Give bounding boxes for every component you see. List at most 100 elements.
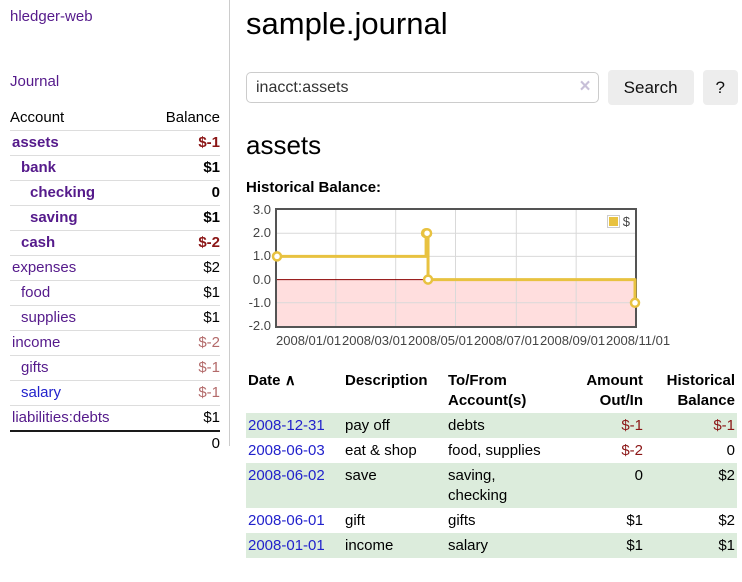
description-cell: eat & shop <box>345 442 417 459</box>
account-balance: $1 <box>203 409 220 426</box>
date-cell: 2008-12-31 <box>246 413 343 438</box>
total-balance: 0 <box>211 435 220 452</box>
account-link-salary[interactable]: salary <box>21 384 62 401</box>
balance-cell: 0 <box>726 442 735 459</box>
account-link-cash[interactable]: cash <box>21 234 56 251</box>
balance-cell: $1 <box>718 537 735 554</box>
register-body: 2008-12-31 pay off debts $-1 $-1 2008-06-03 ea… <box>246 413 737 558</box>
column-header-accounts: To/From Account(s) <box>448 372 527 409</box>
accounts-cell: debts <box>448 417 485 434</box>
help-button[interactable]: ? <box>702 70 738 105</box>
account-balance: $-1 <box>198 359 220 376</box>
account-column-header: Account <box>10 109 65 126</box>
transaction-date-link[interactable]: 2008-06-02 <box>248 467 325 484</box>
amount-cell: $1 <box>626 537 643 554</box>
account-row: supplies $1 <box>10 305 220 330</box>
search-button[interactable]: Search <box>607 70 694 105</box>
account-balance: $-1 <box>198 134 220 151</box>
account-total-row: 0 <box>10 430 220 456</box>
account-link-expenses[interactable]: expenses <box>12 259 77 276</box>
balance-cell: $-1 <box>713 417 735 434</box>
legend-label: $ <box>622 214 630 229</box>
account-row: bank $1 <box>10 155 220 180</box>
sidebar: hledger-web Journal Account Balance asse… <box>0 0 230 452</box>
accounts-cell: gifts <box>448 512 476 529</box>
account-link-food[interactable]: food <box>21 284 51 301</box>
register-table: Date ∧ Description To/From Account(s) Am… <box>246 369 737 558</box>
account-link-saving[interactable]: saving <box>30 209 78 226</box>
x-tick-label: 2008/01/01 <box>276 333 342 348</box>
chart-title: Historical Balance: <box>246 179 382 196</box>
balance-chart: 3.0 2.0 1.0 0.0 -1.0 -2.0 $ 2008/01/01 2008/03… <box>246 202 738 352</box>
page-title: sample.journal <box>246 6 448 41</box>
account-link-checking[interactable]: checking <box>30 184 96 201</box>
column-header-date[interactable]: Date ∧ <box>246 369 343 413</box>
transaction-date-link[interactable]: 2008-06-01 <box>248 512 325 529</box>
account-row: checking 0 <box>10 180 220 205</box>
clear-search-icon[interactable]: × <box>579 76 591 97</box>
description-cell: pay off <box>345 417 390 434</box>
x-tick-label: 2008/09/01 <box>540 333 606 348</box>
account-row: income $-2 <box>10 330 220 355</box>
sidebar-item-journal[interactable]: Journal <box>10 73 60 90</box>
x-tick-label: 2008/07/01 <box>474 333 540 348</box>
account-tree-header: Account Balance <box>10 106 220 130</box>
search-box: × <box>246 72 599 103</box>
transaction-row: 2008-06-02 save saving, checking 0 $2 <box>246 463 737 508</box>
y-tick-label: -2.0 <box>248 318 271 333</box>
date-cell: 2008-06-01 <box>246 508 343 533</box>
account-link-liabilities-debts[interactable]: liabilities:debts <box>12 409 110 426</box>
account-row: assets $-1 <box>10 130 220 155</box>
legend-swatch-icon <box>606 215 620 228</box>
description-cell: gift <box>345 512 366 529</box>
date-header-label: Date <box>248 372 281 389</box>
amount-cell: 0 <box>634 467 643 484</box>
account-link-assets[interactable]: assets <box>12 134 59 151</box>
account-balance: $1 <box>203 209 220 226</box>
transaction-row: 2008-06-01 gift gifts $1 $2 <box>246 508 737 533</box>
transaction-row: 2008-06-03 eat & shop food, supplies $-2 0 <box>246 438 737 463</box>
transaction-date-link[interactable]: 2008-12-31 <box>248 417 325 434</box>
date-cell: 2008-06-02 <box>246 463 343 508</box>
x-tick-label: 2008/05/01 <box>408 333 474 348</box>
accounts-cell: salary <box>448 537 489 554</box>
main-content: sample.journal × Search ? assets Histori… <box>246 0 738 558</box>
balance-cell: $2 <box>718 512 735 529</box>
account-balance: $1 <box>203 284 220 301</box>
search-input[interactable] <box>246 72 599 103</box>
account-balance: $-1 <box>198 384 220 401</box>
transaction-row: 2008-01-01 income salary $1 $1 <box>246 533 737 558</box>
description-cell: save <box>345 467 377 484</box>
amount-cell: $-2 <box>621 442 643 459</box>
account-row: food $1 <box>10 280 220 305</box>
account-link-bank[interactable]: bank <box>21 159 57 176</box>
column-header-amount: Amount Out/In <box>586 372 643 409</box>
transaction-date-link[interactable]: 2008-06-03 <box>248 442 325 459</box>
column-header-description: Description <box>345 372 428 389</box>
register-header-row: Date ∧ Description To/From Account(s) Am… <box>246 369 737 413</box>
amount-cell: $-1 <box>621 417 643 434</box>
transaction-date-link[interactable]: 2008-01-01 <box>248 537 325 554</box>
y-tick-label: 2.0 <box>252 225 271 241</box>
balance-cell: $2 <box>718 467 735 484</box>
account-balance: 0 <box>211 184 220 201</box>
account-tree: Account Balance assets $-1 bank $1 checking 0… <box>10 106 220 456</box>
account-link-income[interactable]: income <box>12 334 61 351</box>
column-header-balance: Historical Balance <box>666 372 735 409</box>
account-link-gifts[interactable]: gifts <box>21 359 49 376</box>
account-balance: $-2 <box>198 234 220 251</box>
app-title-link[interactable]: hledger-web <box>10 8 93 25</box>
account-link-supplies[interactable]: supplies <box>21 309 77 326</box>
account-tree-body: assets $-1 bank $1 checking 0 saving $1 cash $-2 e… <box>10 130 220 430</box>
x-tick-label: 2008/11/01 <box>606 333 671 348</box>
accounts-cell: food, supplies <box>448 442 541 459</box>
account-balance: $-2 <box>198 334 220 351</box>
chart-plot-area: $ <box>271 208 641 328</box>
account-row: expenses $2 <box>10 255 220 280</box>
y-tick-label: 3.0 <box>252 202 271 217</box>
account-row: liabilities:debts $1 <box>10 405 220 430</box>
account-row: gifts $-1 <box>10 355 220 380</box>
amount-cell: $1 <box>626 512 643 529</box>
account-balance: $2 <box>203 259 220 276</box>
y-tick-label: 1.0 <box>252 248 271 264</box>
